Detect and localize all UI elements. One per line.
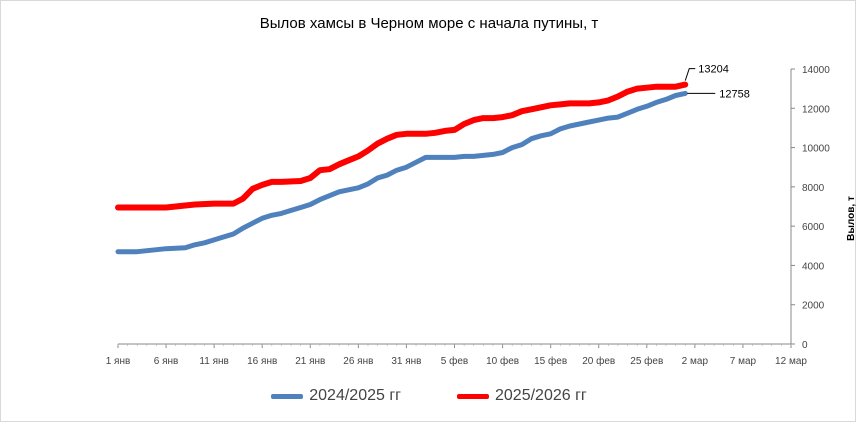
x-tick-label: 1 янв [106,356,131,367]
x-tick-label: 6 янв [154,356,179,367]
series-line-1 [115,90,688,255]
x-tick-label: 2 мар [682,356,709,367]
x-tick-label: 26 янв [343,356,373,367]
y-tick-label: 14000 [802,65,830,76]
x-tick-label: 31 янв [391,356,421,367]
x-tick-label: 25 фев [630,355,663,367]
x-tick-label: 15 фев [534,355,567,367]
legend-label-series-2: 2025/2026 гг [495,387,587,404]
legend-swatch-series-1 [271,393,304,399]
x-tick-label: 21 янв [295,356,325,367]
end-label-leader-2 [684,68,696,81]
end-label-series-1: 12758 [719,88,750,100]
line-chart: 0 2000 4000 6000 8000 10000 12000 14000 Вылов, т… [106,64,856,367]
legend-swatch-series-2 [457,393,489,399]
x-tick-label: 12 мар [775,356,807,367]
legend-item-series-2: 2025/2026 гг [457,387,587,405]
y-tick-label: 0 [802,340,808,351]
x-tick-label: 20 фев [582,355,615,367]
x-tick-label: 7 мар [730,356,757,367]
y-tick-label: 6000 [802,222,825,233]
series-line-2 [115,81,689,211]
y-tick-label: 4000 [802,261,825,272]
y-tick-label: 8000 [802,183,825,194]
y-tick-label: 10000 [802,144,830,155]
y-tick-label: 2000 [802,301,825,312]
x-tick-label: 5 фев [441,355,468,367]
chart-title: Вылов хамсы в Черном море с начала путин… [259,15,599,32]
end-label-series-2: 13204 [698,64,729,76]
x-tick-label: 11 янв [199,356,228,367]
legend-label-series-1: 2024/2025 гг [309,387,401,404]
y-axis-label: Вылов, т [846,196,856,241]
x-tick-label: 10 фев [486,355,519,367]
x-tick-label: 16 янв [247,356,277,367]
y-tick-label: 12000 [802,104,830,115]
legend-item-series-1: 2024/2025 гг [271,387,401,405]
chart-legend: 2024/2025 гг 2025/2026 гг [1,387,856,405]
